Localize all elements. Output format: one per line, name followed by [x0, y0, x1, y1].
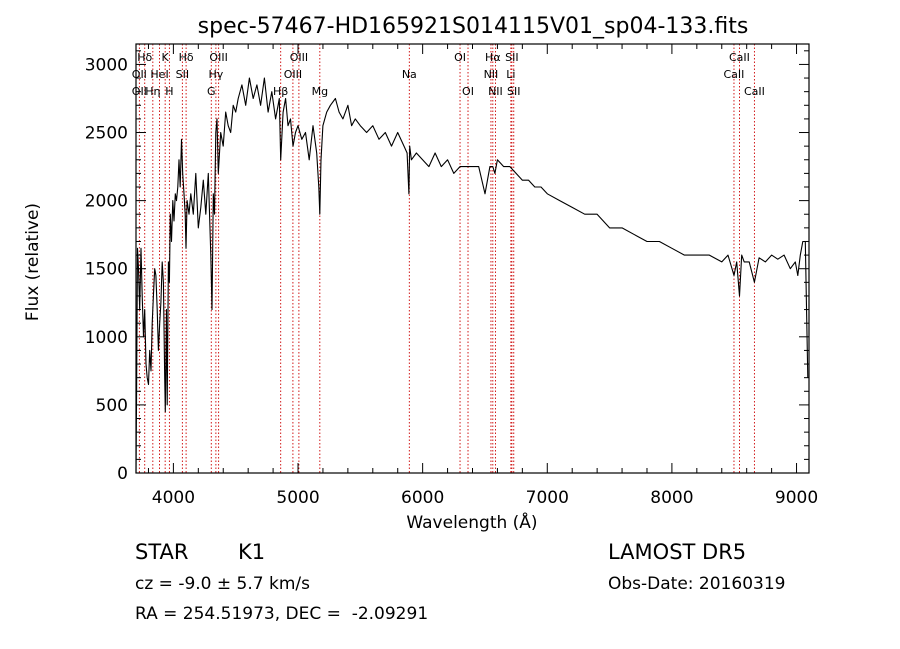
marker-label: OIII	[290, 51, 308, 64]
marker-label: Li	[506, 68, 515, 81]
marker-label: H	[165, 85, 173, 98]
marker-label: OIII	[284, 68, 302, 81]
x-tick-label: 8000	[650, 488, 693, 508]
marker-label: Hβ	[273, 85, 288, 98]
marker-label: Na	[402, 68, 417, 81]
marker-label: OIII	[209, 51, 227, 64]
marker-label: Hδ	[137, 51, 152, 64]
y-tick-label: 2000	[85, 192, 128, 212]
marker-label: NII	[484, 68, 499, 81]
x-tick-label: 6000	[401, 488, 444, 508]
survey-name: LAMOST DR5	[608, 540, 747, 564]
plot-frame	[135, 43, 810, 474]
x-axis-ticks: 4000 5000 6000 7000 8000 9000	[147, 44, 818, 508]
x-axis-label: Wavelength (Å)	[406, 511, 537, 533]
y-tick-label: 2500	[85, 124, 128, 144]
observation-date: Obs-Date: 20160319	[608, 574, 786, 594]
coordinates: RA = 254.51973, DEC = -2.09291	[135, 604, 429, 624]
spectral-line-labels: Hδ K Hδ OIII OIII OI Hα SII CaII OII HeI SII Hγ OIII N…	[132, 51, 765, 98]
object-class: STAR	[135, 540, 189, 564]
object-subclass: K1	[238, 540, 266, 564]
y-axis-ticks: 0 500 1000 1500 2000 2500 3000	[85, 50, 809, 484]
marker-label: Hδ	[179, 51, 194, 64]
y-tick-label: 0	[117, 464, 128, 484]
x-tick-label: 7000	[526, 488, 569, 508]
marker-label: HeI	[150, 68, 168, 81]
marker-label: Mg	[312, 85, 328, 98]
spectrum-line	[135, 77, 809, 474]
y-tick-label: 1000	[85, 328, 128, 348]
spectral-line-markers	[138, 44, 755, 473]
marker-label: Hγ	[208, 68, 223, 81]
marker-label: CaII	[724, 68, 745, 81]
redshift-value: cz = -9.0 ± 5.7 km/s	[135, 574, 310, 594]
y-tick-label: 1500	[85, 260, 128, 280]
chart-title: spec-57467-HD165921S014115V01_sp04-133.f…	[198, 14, 749, 39]
marker-label: K	[162, 51, 170, 64]
marker-label: CaII	[729, 51, 750, 64]
marker-label: OI	[462, 85, 474, 98]
marker-label: SII	[507, 85, 520, 98]
marker-label: OI	[454, 51, 466, 64]
marker-label: SII	[505, 51, 518, 64]
x-tick-label: 9000	[775, 488, 818, 508]
x-tick-label: 4000	[152, 488, 195, 508]
marker-label: SII	[176, 68, 189, 81]
marker-label: NII	[488, 85, 503, 98]
x-tick-label: 5000	[276, 488, 319, 508]
marker-label: OII	[132, 68, 147, 81]
marker-label: G	[207, 85, 216, 98]
y-tick-label: 3000	[85, 55, 128, 75]
marker-label: Hα	[485, 51, 501, 64]
y-axis-label: Flux (relative)	[23, 203, 43, 321]
y-tick-label: 500	[96, 396, 128, 416]
marker-label: Hη	[145, 85, 160, 98]
marker-label: CaII	[744, 85, 765, 98]
